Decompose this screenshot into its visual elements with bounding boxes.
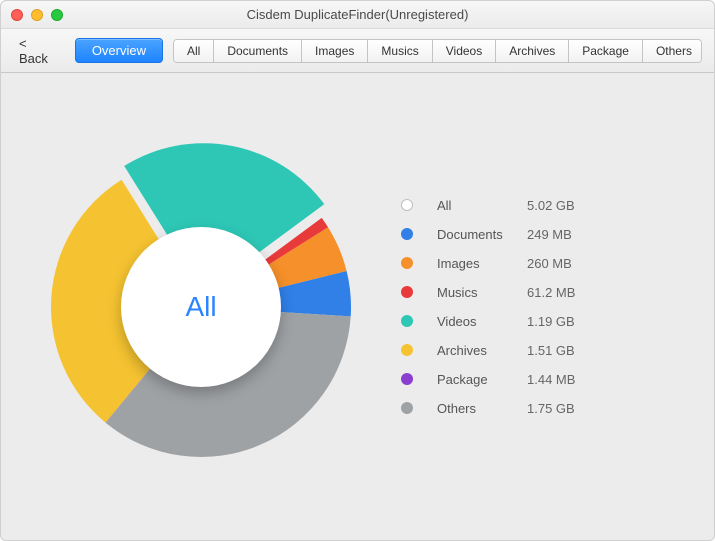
toolbar: < Back Overview AllDocumentsImagesMusics… xyxy=(1,29,714,73)
legend-label: Documents xyxy=(437,227,527,242)
legend-row-others: Others1.75 GB xyxy=(401,401,575,416)
legend-label: Archives xyxy=(437,343,527,358)
tab-musics[interactable]: Musics xyxy=(368,40,432,62)
legend-value: 5.02 GB xyxy=(527,198,575,213)
legend-value: 1.19 GB xyxy=(527,314,575,329)
legend-label: All xyxy=(437,198,527,213)
chart-center: All xyxy=(121,227,281,387)
legend-label: Videos xyxy=(437,314,527,329)
legend-value: 249 MB xyxy=(527,227,572,242)
tab-documents[interactable]: Documents xyxy=(214,40,302,62)
traffic-lights xyxy=(11,9,63,21)
tab-others[interactable]: Others xyxy=(643,40,702,62)
legend-row-documents: Documents249 MB xyxy=(401,227,575,242)
legend-label: Images xyxy=(437,256,527,271)
chart-center-label: All xyxy=(185,291,216,323)
app-window: Cisdem DuplicateFinder(Unregistered) < B… xyxy=(0,0,715,541)
legend-swatch xyxy=(401,315,413,327)
back-button[interactable]: < Back xyxy=(13,32,65,70)
legend: All5.02 GBDocuments249 MBImages260 MBMus… xyxy=(401,198,575,416)
titlebar: Cisdem DuplicateFinder(Unregistered) xyxy=(1,1,714,29)
category-tabs: AllDocumentsImagesMusicsVideosArchivesPa… xyxy=(173,39,702,63)
legend-row-archives: Archives1.51 GB xyxy=(401,343,575,358)
legend-label: Others xyxy=(437,401,527,416)
tab-images[interactable]: Images xyxy=(302,40,368,62)
legend-swatch xyxy=(401,199,413,211)
minimize-icon[interactable] xyxy=(31,9,43,21)
legend-row-all: All5.02 GB xyxy=(401,198,575,213)
tab-package[interactable]: Package xyxy=(569,40,643,62)
legend-row-musics: Musics61.2 MB xyxy=(401,285,575,300)
legend-swatch xyxy=(401,344,413,356)
legend-row-videos: Videos1.19 GB xyxy=(401,314,575,329)
tab-all[interactable]: All xyxy=(174,40,214,62)
tab-videos[interactable]: Videos xyxy=(433,40,496,62)
close-icon[interactable] xyxy=(11,9,23,21)
legend-label: Package xyxy=(437,372,527,387)
legend-swatch xyxy=(401,402,413,414)
legend-swatch xyxy=(401,257,413,269)
zoom-icon[interactable] xyxy=(51,9,63,21)
content-area: All All5.02 GBDocuments249 MBImages260 M… xyxy=(1,73,714,540)
tab-archives[interactable]: Archives xyxy=(496,40,569,62)
window-title: Cisdem DuplicateFinder(Unregistered) xyxy=(1,7,714,22)
legend-swatch xyxy=(401,286,413,298)
overview-button[interactable]: Overview xyxy=(75,38,163,63)
legend-value: 260 MB xyxy=(527,256,572,271)
legend-swatch xyxy=(401,228,413,240)
legend-value: 61.2 MB xyxy=(527,285,575,300)
legend-value: 1.75 GB xyxy=(527,401,575,416)
legend-value: 1.51 GB xyxy=(527,343,575,358)
legend-label: Musics xyxy=(437,285,527,300)
legend-row-images: Images260 MB xyxy=(401,256,575,271)
legend-row-package: Package1.44 MB xyxy=(401,372,575,387)
legend-value: 1.44 MB xyxy=(527,372,575,387)
legend-swatch xyxy=(401,373,413,385)
donut-chart: All xyxy=(51,157,351,457)
